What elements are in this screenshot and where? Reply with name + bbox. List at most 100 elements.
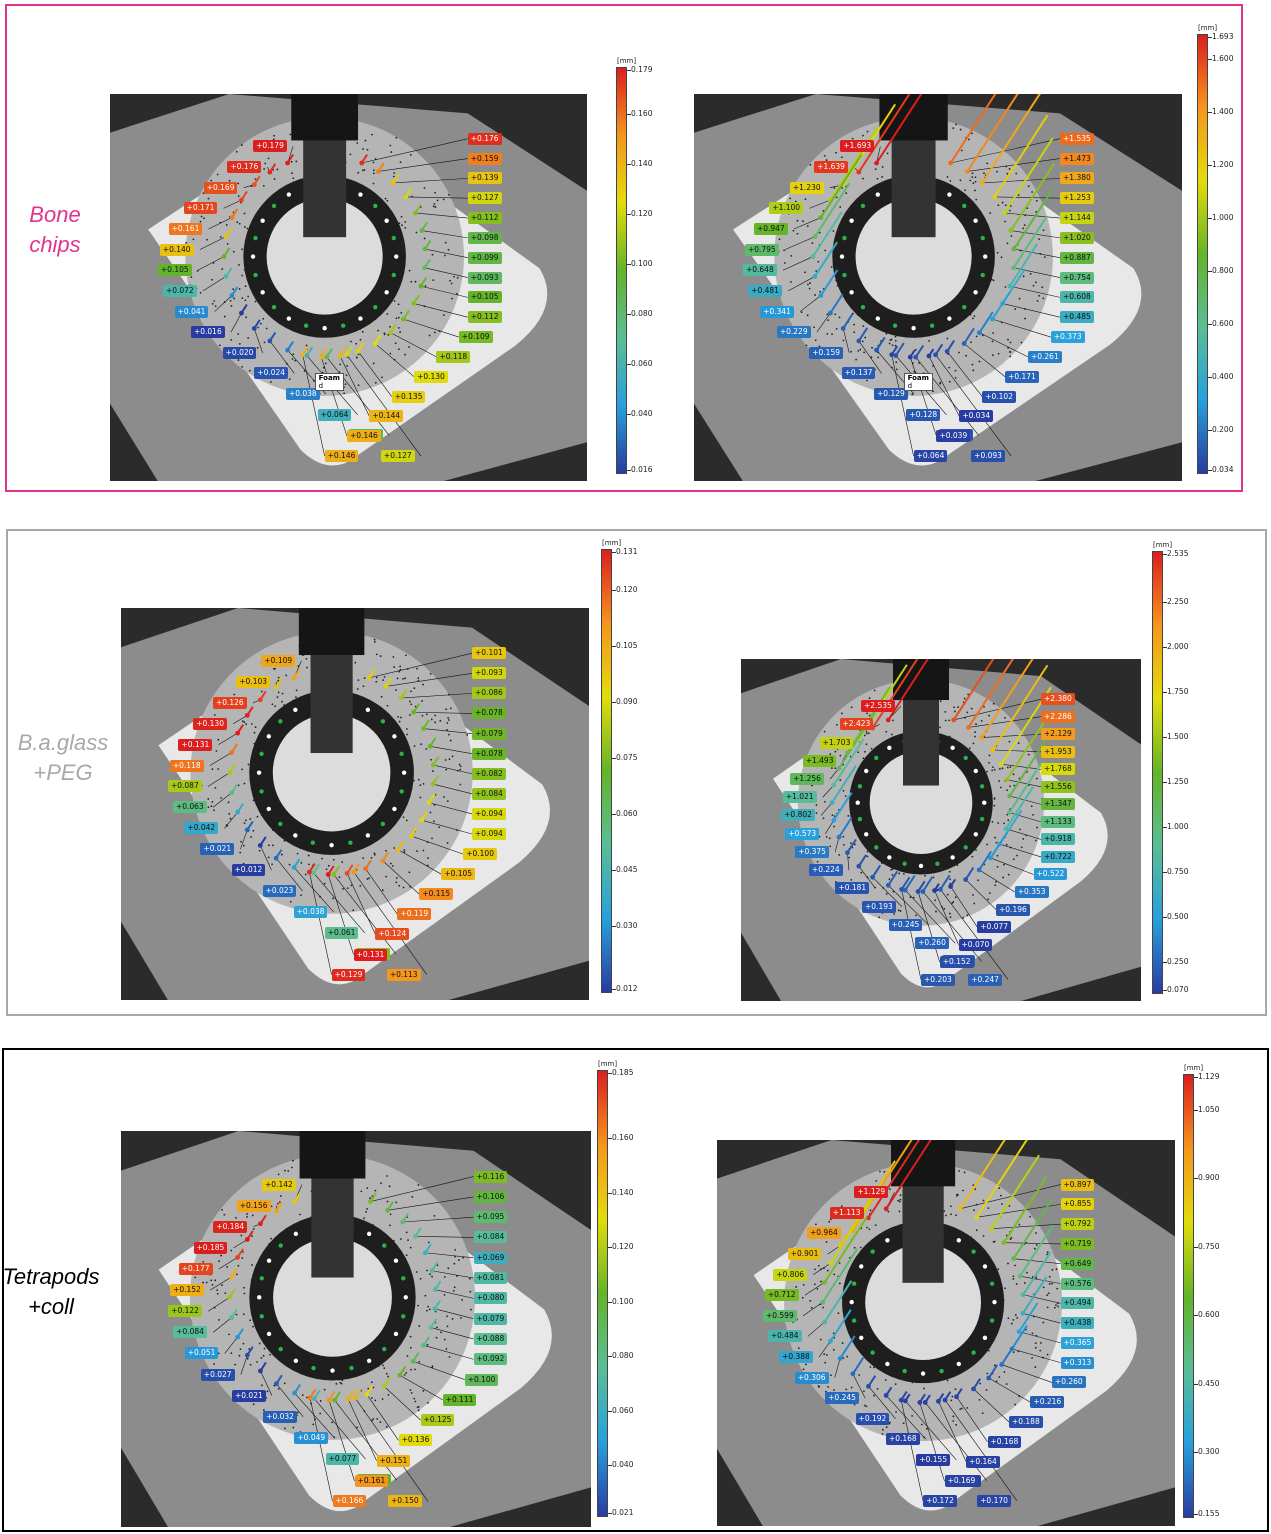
measurement-point — [391, 181, 396, 186]
scale-tick-label: 1.200 — [1212, 160, 1233, 169]
speckle — [269, 1354, 271, 1356]
speckle — [826, 1241, 828, 1243]
speckle — [414, 1369, 416, 1371]
speckle — [819, 291, 821, 293]
speckle — [926, 1428, 928, 1430]
speckle — [452, 1318, 454, 1320]
speckle — [448, 719, 450, 721]
reference-marker-dot — [257, 770, 261, 774]
measurement-point — [920, 889, 925, 894]
speckle — [886, 893, 888, 895]
displacement-label: +1.380 — [1060, 172, 1094, 184]
reference-marker-dot — [980, 817, 984, 821]
speckle — [267, 1391, 269, 1393]
speckle — [446, 1348, 448, 1350]
speckle — [1034, 1366, 1036, 1368]
speckle — [407, 1355, 409, 1357]
speckle — [949, 180, 951, 182]
speckle — [424, 238, 426, 240]
speckle — [244, 213, 246, 215]
speckle — [440, 1331, 442, 1333]
speckle — [217, 1293, 219, 1295]
speckle — [252, 830, 254, 832]
speckle — [828, 1221, 830, 1223]
displacement-label: +0.127 — [381, 450, 415, 462]
speckle — [875, 1224, 877, 1226]
measurement-point — [874, 348, 879, 353]
speckle — [833, 826, 835, 828]
scale-tick-label: 0.040 — [631, 409, 652, 418]
speckle — [374, 854, 376, 856]
speckle — [1012, 1278, 1014, 1280]
speckle — [986, 1373, 988, 1375]
speckle — [371, 134, 373, 136]
speckle — [903, 873, 905, 875]
speckle — [291, 161, 293, 163]
speckle — [899, 1201, 901, 1203]
speckle — [795, 1286, 797, 1288]
speckle — [271, 703, 273, 705]
speckle — [453, 276, 455, 278]
measurement-point — [1007, 284, 1012, 289]
speckle — [287, 1170, 289, 1172]
speckle — [410, 1389, 412, 1391]
speckle — [992, 341, 994, 343]
speckle — [435, 206, 437, 208]
measurement-point — [427, 800, 432, 805]
measurement-point — [828, 311, 833, 316]
displacement-label: +0.918 — [1041, 833, 1075, 845]
reference-marker-dot — [849, 219, 853, 223]
speckle — [410, 690, 412, 692]
speckle — [804, 271, 806, 273]
speckle — [255, 726, 257, 728]
speckle — [993, 1241, 995, 1243]
measurement-point — [396, 847, 401, 852]
foam-tag-line: Foam — [319, 374, 340, 382]
displacement-label: +0.172 — [923, 1495, 957, 1507]
scale-tick-label: 0.155 — [1198, 1509, 1219, 1518]
reference-marker-dot — [947, 316, 951, 320]
speckle — [306, 1397, 308, 1399]
measurement-point — [423, 1250, 428, 1255]
reference-marker-dot — [401, 1314, 405, 1318]
speckle — [979, 361, 981, 363]
speckle — [835, 751, 837, 753]
speckle — [395, 137, 397, 139]
speckle — [898, 873, 900, 875]
speckle — [995, 881, 997, 883]
reference-marker-dot — [876, 316, 880, 320]
speckle — [341, 861, 343, 863]
speckle — [243, 721, 245, 723]
speckle — [1015, 173, 1017, 175]
speckle — [373, 172, 375, 174]
measurement-point — [235, 1335, 240, 1340]
speckle — [805, 198, 807, 200]
speckle — [998, 1187, 1000, 1189]
speckle — [895, 1411, 897, 1413]
speckle — [366, 1208, 368, 1210]
displacement-label: +0.077 — [326, 1453, 360, 1465]
speckle — [959, 179, 961, 181]
measurement-point — [837, 835, 842, 840]
measurement-point — [884, 1206, 889, 1211]
speckle — [306, 667, 308, 669]
speckle — [320, 1400, 322, 1402]
speckle — [826, 1354, 828, 1356]
speckle — [826, 836, 828, 838]
speckle — [807, 314, 809, 316]
reference-marker-dot — [367, 1232, 371, 1236]
speckle — [824, 1362, 826, 1364]
displacement-label: +1.100 — [769, 202, 803, 214]
speckle — [406, 820, 408, 822]
speckle — [211, 279, 213, 281]
speckle — [244, 226, 246, 228]
speckle — [356, 357, 358, 359]
speckle — [853, 324, 855, 326]
speckle — [1043, 229, 1045, 231]
speckle — [241, 297, 243, 299]
speckle — [363, 685, 365, 687]
displacement-label: +0.111 — [443, 1394, 477, 1406]
reference-marker-dot — [893, 323, 897, 327]
loading-rod-top — [291, 94, 358, 140]
displacement-label: +0.129 — [332, 969, 366, 981]
